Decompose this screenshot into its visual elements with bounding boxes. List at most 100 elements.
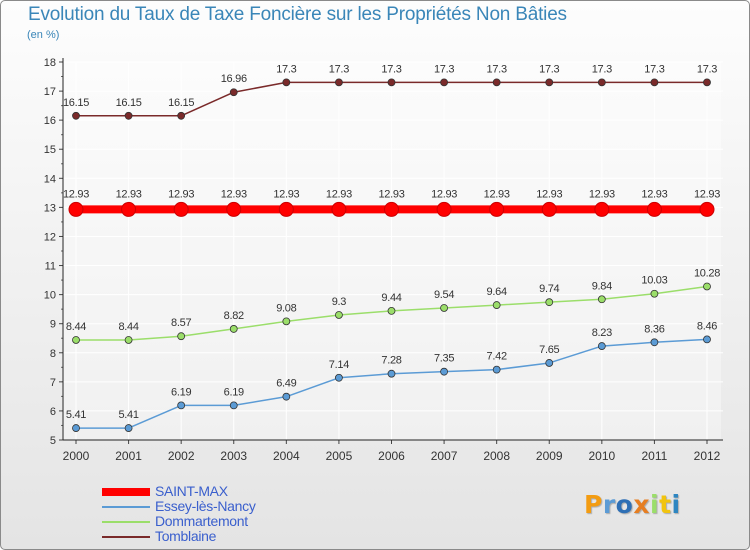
data-label-dommartemont: 9.08 (276, 302, 296, 314)
data-label-essey-les-nancy: 6.49 (276, 378, 296, 390)
legend-label-essey-les-nancy: Essey-lès-Nancy (155, 498, 256, 514)
point-essey-les-nancy (703, 335, 711, 344)
logo-letter: r (602, 490, 616, 519)
logo-letter: o (615, 490, 634, 519)
legend-swatch-tomblaine (102, 536, 150, 538)
data-label-tomblaine: 17.3 (644, 63, 664, 75)
point-tomblaine (229, 88, 238, 97)
data-label-dommartemont: 10.03 (641, 275, 667, 287)
point-dommartemont (229, 325, 238, 333)
point-tomblaine (492, 78, 501, 87)
point-saint-max (68, 201, 84, 217)
data-label-tomblaine: 17.3 (539, 63, 559, 75)
data-label-dommartemont: 9.64 (487, 286, 507, 298)
x-tick-label: 2001 (115, 449, 142, 463)
data-label-essey-les-nancy: 7.28 (381, 355, 401, 367)
point-dommartemont (703, 282, 711, 291)
data-label-saint-max: 12.93 (326, 188, 352, 200)
point-dommartemont (650, 289, 659, 298)
point-tomblaine (387, 78, 396, 87)
point-saint-max (594, 201, 610, 217)
logo-letter: x (633, 490, 650, 519)
point-essey-les-nancy (229, 401, 238, 410)
point-essey-les-nancy (440, 367, 448, 376)
point-tomblaine (545, 78, 554, 87)
data-label-saint-max: 12.93 (694, 188, 720, 200)
data-label-dommartemont: 8.82 (224, 310, 244, 322)
x-tick-label: 2009 (536, 449, 563, 463)
data-label-dommartemont: 10.28 (694, 267, 720, 279)
logo-letter: i (671, 490, 681, 519)
data-label-essey-les-nancy: 7.35 (434, 353, 454, 365)
data-label-dommartemont: 9.3 (332, 296, 347, 308)
point-essey-les-nancy (282, 392, 291, 401)
point-saint-max (384, 201, 399, 217)
point-dommartemont (177, 332, 186, 341)
data-label-saint-max: 12.93 (63, 188, 89, 200)
point-tomblaine (650, 78, 659, 87)
x-tick-label: 2002 (168, 449, 195, 463)
point-dommartemont (440, 304, 448, 312)
x-tick-label: 2004 (273, 449, 300, 463)
legend-label-saint-max: SAINT-MAX (155, 483, 228, 499)
data-label-saint-max: 12.93 (431, 188, 457, 200)
x-tick-label: 2006 (378, 449, 405, 463)
y-tick-label: 18 (44, 57, 56, 69)
point-saint-max (541, 201, 557, 217)
data-label-tomblaine: 17.3 (329, 63, 349, 75)
y-tick-label: 8 (50, 348, 56, 360)
proxiti-logo: Proxiti (584, 490, 681, 519)
data-label-tomblaine: 17.3 (592, 63, 612, 75)
data-label-essey-les-nancy: 6.19 (224, 386, 244, 398)
y-tick-label: 16 (44, 115, 56, 127)
data-label-saint-max: 12.93 (484, 188, 510, 200)
point-essey-les-nancy (545, 359, 554, 367)
x-tick-label: 2000 (63, 449, 90, 463)
data-label-tomblaine: 16.15 (168, 97, 194, 109)
point-saint-max (226, 201, 242, 217)
data-label-saint-max: 12.93 (273, 188, 299, 200)
point-dommartemont (492, 301, 501, 309)
data-label-tomblaine: 17.3 (381, 63, 401, 75)
data-label-tomblaine: 17.3 (487, 63, 507, 75)
y-tick-label: 10 (44, 290, 56, 302)
data-label-saint-max: 12.93 (378, 188, 404, 200)
y-tick-label: 17 (44, 86, 56, 98)
y-tick-label: 5 (50, 435, 56, 447)
point-essey-les-nancy (177, 401, 186, 410)
point-tomblaine (177, 111, 186, 120)
y-tick-label: 15 (44, 144, 56, 156)
data-label-tomblaine: 16.96 (221, 73, 247, 85)
data-label-saint-max: 12.93 (116, 188, 142, 200)
chart-title: Evolution du Taux de Taxe Foncière sur l… (28, 4, 567, 25)
data-label-essey-les-nancy: 7.65 (539, 344, 559, 356)
legend-swatch-saint-max (102, 488, 150, 496)
legend-swatch-dommartemont (102, 521, 150, 523)
point-essey-les-nancy (387, 369, 396, 378)
data-label-saint-max: 12.93 (589, 188, 615, 200)
point-essey-les-nancy (72, 424, 80, 432)
point-saint-max (646, 201, 662, 217)
data-label-dommartemont: 9.44 (381, 292, 401, 304)
y-tick-label: 13 (44, 202, 56, 214)
y-tick-label: 14 (44, 173, 56, 185)
data-label-saint-max: 12.93 (221, 188, 247, 200)
point-tomblaine (72, 111, 80, 120)
data-label-saint-max: 12.93 (536, 188, 562, 200)
logo-letter: t (659, 490, 672, 519)
x-tick-label: 2005 (326, 449, 353, 463)
y-tick-label: 6 (50, 406, 56, 418)
data-label-essey-les-nancy: 6.19 (171, 386, 191, 398)
legend-swatch-essey-les-nancy (102, 506, 150, 508)
data-label-dommartemont: 8.44 (118, 321, 138, 333)
point-dommartemont (335, 311, 343, 319)
data-label-essey-les-nancy: 8.46 (697, 320, 717, 332)
data-label-dommartemont: 9.54 (434, 289, 454, 301)
y-tick-label: 7 (50, 377, 56, 389)
point-essey-les-nancy (597, 342, 606, 350)
point-saint-max (436, 201, 452, 217)
data-label-essey-les-nancy: 8.36 (644, 323, 664, 335)
data-label-essey-les-nancy: 8.23 (592, 327, 612, 339)
legend-label-dommartemont: Dommartemont (155, 513, 248, 529)
data-label-essey-les-nancy: 5.41 (118, 409, 138, 421)
